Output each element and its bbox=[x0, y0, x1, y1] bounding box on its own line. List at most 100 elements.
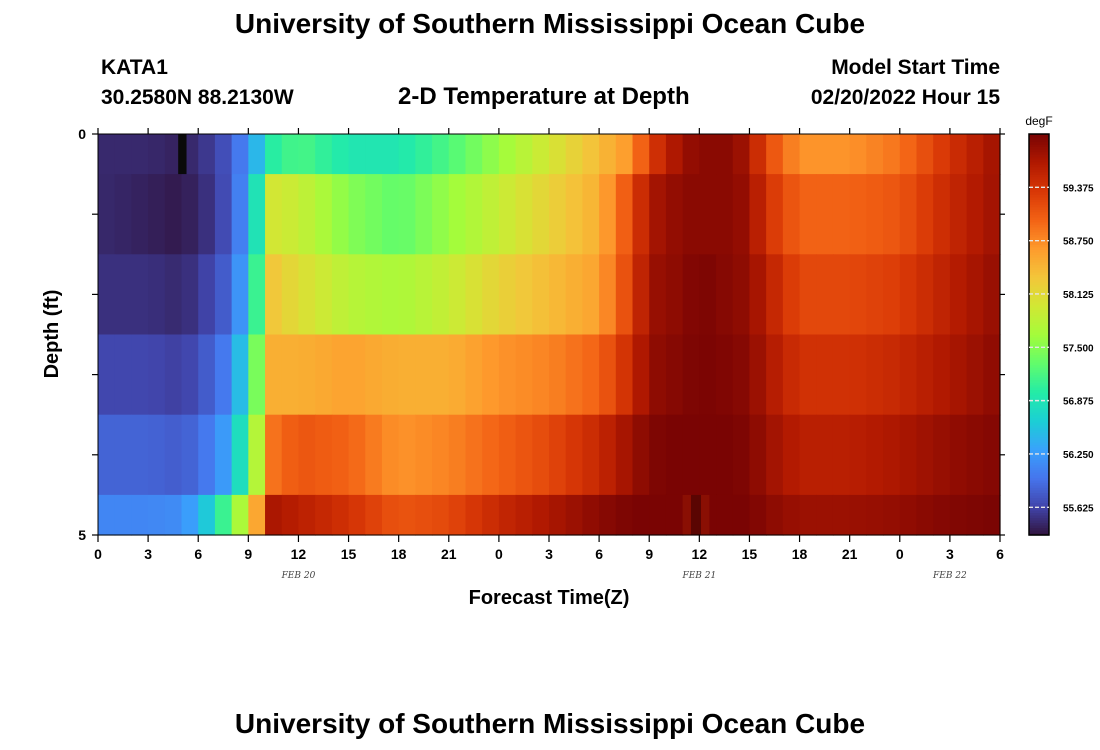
heatmap-cell bbox=[515, 134, 533, 175]
heatmap-cell bbox=[265, 174, 283, 255]
colorbar-swatch bbox=[1029, 199, 1049, 203]
heatmap-cell bbox=[315, 134, 333, 175]
heatmap-cell bbox=[949, 134, 968, 175]
heatmap-cell bbox=[782, 254, 801, 336]
heatmap-cell bbox=[615, 334, 634, 416]
heatmap-cell bbox=[665, 334, 684, 416]
heatmap-cell bbox=[983, 254, 1001, 336]
heatmap-cell bbox=[532, 174, 550, 255]
heatmap-cell bbox=[699, 414, 717, 496]
colorbar-swatch bbox=[1029, 369, 1049, 373]
heatmap-cell bbox=[515, 334, 533, 416]
heatmap-cell bbox=[98, 134, 116, 175]
heatmap-cell bbox=[398, 494, 416, 536]
heatmap-cell bbox=[214, 334, 233, 416]
x-tick-label: 0 bbox=[896, 546, 904, 562]
colorbar-swatch bbox=[1029, 286, 1049, 290]
heatmap-cell bbox=[98, 494, 116, 536]
heatmap-cell bbox=[164, 414, 183, 496]
heatmap-cell bbox=[231, 414, 249, 496]
heatmap-cell bbox=[365, 254, 383, 336]
heatmap-cell bbox=[432, 494, 450, 536]
heatmap-cell bbox=[549, 414, 567, 496]
colorbar-swatch bbox=[1029, 434, 1049, 438]
colorbar-swatch bbox=[1029, 179, 1049, 183]
heatmap-cell bbox=[849, 334, 867, 416]
temperature-depth-chart: 0 3 6 9 12 15 18 21 0 3 6 9 12 15 18 21 0 3 6 FEB 20 FEB 21 F… bbox=[41, 114, 1094, 609]
x-axis-label: Forecast Time(Z) bbox=[469, 587, 630, 609]
heatmap-cell bbox=[432, 174, 450, 255]
colorbar-tick-label: 55.625 bbox=[1063, 503, 1094, 514]
colorbar-swatch bbox=[1029, 174, 1049, 178]
x-tick-label: 0 bbox=[94, 546, 102, 562]
heatmap-cell bbox=[632, 134, 650, 175]
heatmap-cell bbox=[732, 414, 751, 496]
heatmap-cell bbox=[816, 334, 834, 416]
heatmap-cell bbox=[198, 174, 216, 255]
colorbar-swatch bbox=[1029, 331, 1049, 336]
colorbar-swatch bbox=[1029, 214, 1049, 218]
heatmap-cell bbox=[415, 254, 433, 336]
colorbar-swatch bbox=[1029, 489, 1049, 493]
heatmap-cell bbox=[465, 254, 483, 336]
heatmap-cell bbox=[348, 134, 366, 175]
heatmap-cell bbox=[398, 134, 416, 175]
colorbar-swatch bbox=[1029, 306, 1049, 311]
heatmap-cell bbox=[716, 494, 734, 536]
colorbar-swatch bbox=[1029, 464, 1049, 468]
colorbar-tick-label: 58.750 bbox=[1063, 237, 1094, 248]
colorbar-swatch bbox=[1029, 379, 1049, 383]
heatmap-cell bbox=[983, 334, 1001, 416]
heatmap-cell bbox=[331, 414, 350, 496]
colorbar-swatch bbox=[1029, 264, 1049, 268]
x-tick-label: 3 bbox=[144, 546, 152, 562]
heatmap-cell bbox=[298, 254, 316, 336]
heatmap-cell bbox=[665, 254, 684, 336]
colorbar-swatch bbox=[1029, 184, 1049, 188]
colorbar-swatch bbox=[1029, 321, 1049, 326]
heatmap-cells bbox=[98, 134, 1001, 536]
heatmap-cell bbox=[615, 414, 634, 496]
x-axis: 0 3 6 9 12 15 18 21 0 3 6 9 12 15 18 21 0 3 6 FEB 20 FEB 21 F… bbox=[94, 128, 1004, 581]
heatmap-cell bbox=[231, 494, 249, 536]
heatmap-cell bbox=[699, 134, 717, 175]
heatmap-cell bbox=[198, 494, 216, 536]
colorbar-swatch bbox=[1029, 377, 1049, 381]
colorbar-swatch bbox=[1029, 231, 1049, 235]
colorbar-swatch bbox=[1029, 519, 1049, 524]
heatmap-cell bbox=[799, 134, 817, 175]
colorbar-frame bbox=[1028, 133, 1050, 536]
heatmap-cell bbox=[98, 334, 116, 416]
heatmap-cell bbox=[766, 334, 784, 416]
heatmap-cell bbox=[799, 414, 817, 496]
colorbar-swatch bbox=[1029, 299, 1049, 303]
x-tick-label: 12 bbox=[692, 546, 708, 562]
heatmap-cell bbox=[716, 334, 734, 416]
colorbar-swatch bbox=[1029, 502, 1049, 506]
heatmap-cell bbox=[231, 334, 249, 416]
x-tick-label: 21 bbox=[441, 546, 457, 562]
colorbar-swatch bbox=[1029, 294, 1049, 298]
heatmap-cell bbox=[248, 134, 266, 175]
heatmap-cell bbox=[448, 254, 467, 336]
colorbar-swatch bbox=[1029, 444, 1049, 448]
heatmap-cell bbox=[866, 334, 884, 416]
heatmap-cell bbox=[248, 174, 266, 255]
heatmap-cell bbox=[799, 494, 817, 536]
colorbar-swatch bbox=[1029, 329, 1049, 333]
colorbar-swatch bbox=[1029, 527, 1049, 531]
colorbar-swatch bbox=[1029, 347, 1049, 351]
heatmap-cell bbox=[883, 334, 901, 416]
heatmap-cell bbox=[933, 254, 951, 336]
heatmap-cell bbox=[782, 334, 801, 416]
y-axis-label: Depth (ft) bbox=[41, 290, 63, 379]
colorbar-swatch bbox=[1029, 191, 1049, 195]
colorbar-swatch bbox=[1029, 204, 1049, 208]
heatmap-cell bbox=[899, 174, 918, 255]
heatmap-cell bbox=[331, 494, 350, 536]
heatmap-cell bbox=[816, 134, 834, 175]
heatmap-cell bbox=[381, 134, 400, 175]
heatmap-cell bbox=[615, 134, 634, 175]
colorbar-swatch bbox=[1029, 359, 1049, 363]
heatmap-cell bbox=[164, 134, 183, 175]
